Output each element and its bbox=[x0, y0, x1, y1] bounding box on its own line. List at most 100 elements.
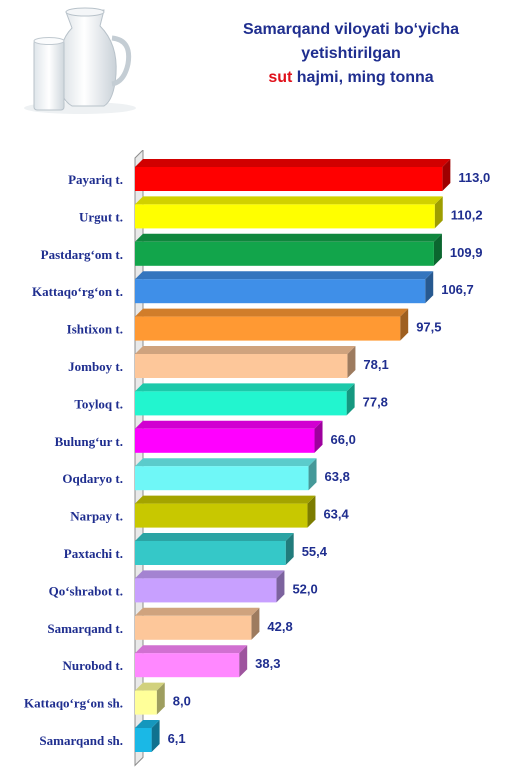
bar-side bbox=[156, 682, 165, 715]
bar bbox=[135, 428, 315, 453]
bar bbox=[135, 316, 401, 341]
bar-group: Urgut t. 110,2 bbox=[79, 196, 483, 229]
bar-top bbox=[135, 271, 434, 280]
bar-chart: Payariq t. 113,0 Urgut t. 110,2 Pastdarg‘om … bbox=[0, 150, 508, 780]
bar-side bbox=[425, 271, 434, 304]
chart-title: Samarqand viloyati bo‘yicha yetishtirilg… bbox=[196, 18, 506, 90]
bar-group: Kattaqo‘rg‘on t. 106,7 bbox=[32, 271, 474, 304]
category-label: Bulung‘ur t. bbox=[55, 434, 123, 449]
bar-top bbox=[135, 346, 356, 354]
bar bbox=[135, 728, 152, 752]
bar bbox=[135, 466, 309, 491]
bar-group: Ishtixon t. 97,5 bbox=[67, 308, 442, 341]
bar-side bbox=[346, 383, 355, 416]
bar-top bbox=[135, 383, 355, 392]
bar-group: Paxtachi t. 55,4 bbox=[64, 533, 328, 565]
category-label: Toyloq t. bbox=[74, 396, 123, 411]
value-label: 113,0 bbox=[458, 170, 490, 185]
title-line-3-rest: hajmi, ming tonna bbox=[292, 69, 434, 86]
bar-group: Nurobod t. 38,3 bbox=[63, 645, 280, 678]
bar bbox=[135, 241, 434, 266]
value-label: 38,3 bbox=[255, 656, 280, 671]
category-label: Kattaqo‘rg‘on sh. bbox=[24, 696, 123, 711]
bar-side bbox=[442, 159, 451, 191]
bar-side bbox=[308, 458, 317, 491]
value-label: 63,4 bbox=[323, 507, 349, 522]
bar-group: Oqdaryo t. 63,8 bbox=[62, 458, 350, 491]
title-line-1: Samarqand viloyati bo‘yicha bbox=[242, 21, 460, 38]
bar bbox=[135, 391, 347, 416]
bar bbox=[135, 578, 277, 603]
bar-top bbox=[135, 458, 317, 467]
category-label: Narpay t. bbox=[70, 509, 123, 524]
value-label: 106,7 bbox=[441, 282, 474, 297]
value-label: 55,4 bbox=[302, 544, 328, 559]
bar-top bbox=[135, 682, 165, 691]
value-label: 52,0 bbox=[292, 581, 317, 596]
bar bbox=[135, 167, 443, 191]
bar-top bbox=[135, 720, 160, 728]
bar bbox=[135, 653, 240, 678]
value-label: 97,5 bbox=[416, 320, 441, 335]
value-label: 78,1 bbox=[363, 357, 388, 372]
bar bbox=[135, 204, 435, 229]
bar-group: Qo‘shrabot t. 52,0 bbox=[49, 570, 318, 603]
title-line-2: yetishtirilgan bbox=[301, 45, 401, 62]
value-label: 77,8 bbox=[363, 394, 388, 409]
bar-group: Samarqand sh. 6,1 bbox=[39, 720, 186, 752]
category-label: Oqdaryo t. bbox=[62, 471, 123, 486]
bar bbox=[135, 541, 286, 565]
bar-side bbox=[239, 645, 248, 678]
bar-side bbox=[251, 607, 260, 640]
bar-top bbox=[135, 607, 260, 616]
value-label: 66,0 bbox=[331, 432, 356, 447]
category-label: Jomboy t. bbox=[68, 359, 123, 374]
category-label: Pastdarg‘om t. bbox=[41, 247, 123, 262]
category-label: Payariq t. bbox=[68, 172, 123, 187]
category-label: Urgut t. bbox=[79, 209, 123, 224]
bar-top bbox=[135, 196, 443, 205]
bar-top bbox=[135, 533, 294, 541]
bar-chart-svg: Payariq t. 113,0 Urgut t. 110,2 Pastdarg‘om … bbox=[24, 150, 490, 767]
bar bbox=[135, 615, 252, 640]
bar-group: Jomboy t. 78,1 bbox=[68, 346, 389, 378]
bar-group: Payariq t. 113,0 bbox=[68, 159, 490, 191]
bar-side bbox=[400, 308, 409, 341]
bar-side bbox=[434, 196, 443, 229]
bar-group: Toyloq t. 77,8 bbox=[74, 383, 388, 416]
bar-group: Pastdarg‘om t. 109,9 bbox=[41, 233, 483, 266]
bar bbox=[135, 690, 157, 715]
title-highlight: sut bbox=[268, 69, 293, 86]
bar-group: Samarqand t. 42,8 bbox=[47, 607, 293, 640]
value-label: 109,9 bbox=[450, 245, 483, 260]
category-label: Ishtixon t. bbox=[67, 322, 123, 337]
bar-side bbox=[276, 570, 285, 603]
bar-side bbox=[347, 346, 356, 378]
title-line-3: sut hajmi, ming tonna bbox=[196, 66, 506, 90]
bar bbox=[135, 279, 426, 304]
value-label: 110,2 bbox=[451, 207, 483, 222]
bar-side bbox=[285, 533, 294, 565]
bar-side bbox=[433, 233, 442, 266]
bar-side bbox=[151, 720, 160, 752]
bar-top bbox=[135, 159, 451, 167]
bar-top bbox=[135, 233, 442, 242]
value-label: 8,0 bbox=[173, 694, 191, 709]
bar-side bbox=[314, 420, 323, 453]
value-label: 42,8 bbox=[267, 619, 292, 634]
bar-top bbox=[135, 308, 409, 317]
category-label: Samarqand sh. bbox=[39, 733, 123, 748]
bar bbox=[135, 503, 308, 528]
category-label: Qo‘shrabot t. bbox=[49, 583, 123, 598]
bar-top bbox=[135, 420, 323, 429]
category-label: Kattaqo‘rg‘on t. bbox=[32, 284, 123, 299]
bar-top bbox=[135, 645, 248, 654]
category-label: Nurobod t. bbox=[63, 658, 123, 673]
category-label: Samarqand t. bbox=[47, 621, 123, 636]
bar-group: Kattaqo‘rg‘on sh. 8,0 bbox=[24, 682, 191, 715]
bar-top bbox=[135, 495, 316, 504]
milk-jug-and-glass-icon bbox=[8, 4, 136, 116]
bar-group: Bulung‘ur t. 66,0 bbox=[55, 420, 356, 453]
category-label: Paxtachi t. bbox=[64, 546, 123, 561]
bar-side bbox=[307, 495, 316, 528]
